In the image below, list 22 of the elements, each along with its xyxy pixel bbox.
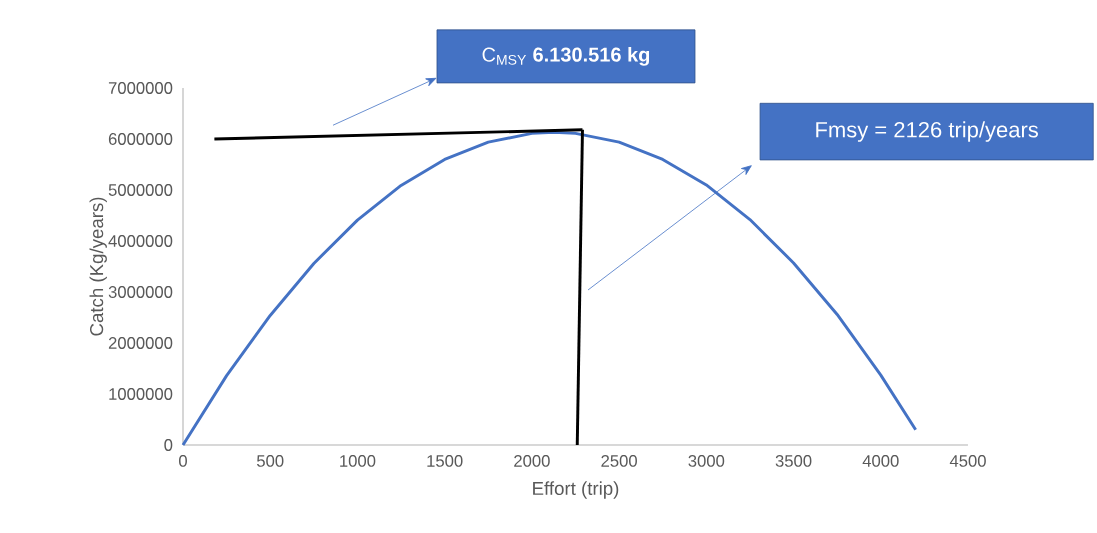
x-tick-label: 4500 bbox=[949, 455, 986, 467]
y-tick-label: 7000000 bbox=[108, 82, 173, 94]
y-tick-label: 6000000 bbox=[108, 133, 173, 145]
y-tick-label: 3000000 bbox=[108, 286, 173, 298]
x-tick-label: 0 bbox=[179, 455, 187, 467]
y-axis-title: Catch (Kg/years) bbox=[89, 197, 107, 336]
y-tick-label: 2000000 bbox=[108, 337, 173, 349]
y-tick-label: 0 bbox=[164, 439, 173, 451]
x-tick-label: 2500 bbox=[601, 455, 637, 467]
x-axis-title: Effort (trip) bbox=[533, 481, 619, 499]
x-tick-label: 1000 bbox=[340, 455, 376, 467]
y-tick-label: 1000000 bbox=[109, 388, 173, 400]
y-tick-label: 5000000 bbox=[108, 184, 173, 196]
y-tick-label: 4000000 bbox=[108, 235, 173, 247]
x-tick-label: 4000 bbox=[862, 455, 899, 467]
x-tick-label: 2000 bbox=[514, 455, 550, 467]
x-tick-label: 1500 bbox=[427, 455, 463, 467]
x-tick-label: 500 bbox=[256, 455, 284, 467]
x-tick-label: 3000 bbox=[688, 455, 725, 467]
text: C$_{MSY}$ 6.130.516 kg bbox=[482, 47, 650, 66]
annotation: Fmsy = 2126 trip/years bbox=[816, 121, 1039, 142]
x-tick-label: 3500 bbox=[775, 455, 812, 467]
